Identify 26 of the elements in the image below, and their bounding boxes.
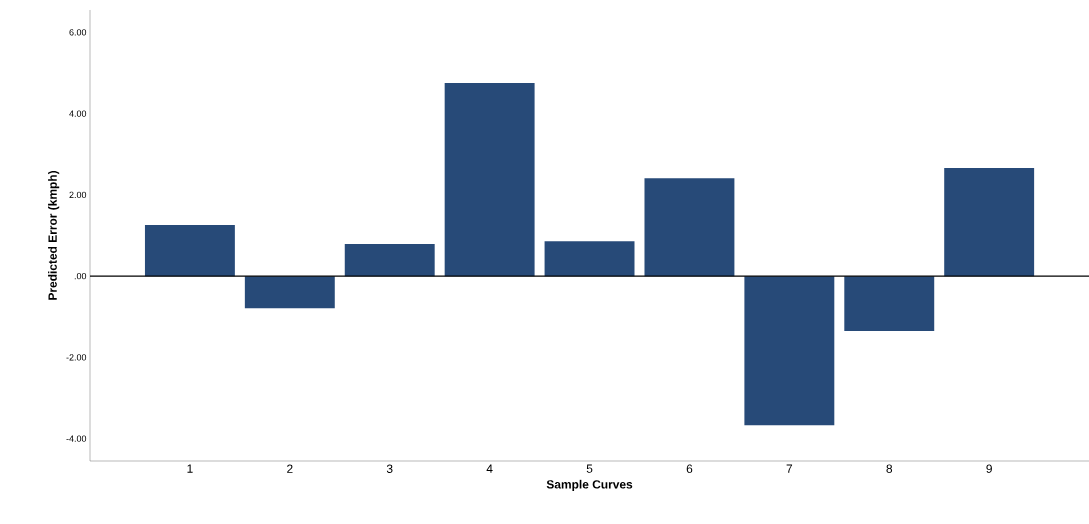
y-tick-label: 2.00 bbox=[69, 191, 87, 199]
x-tick-label: 1 bbox=[187, 464, 193, 473]
bar bbox=[144, 224, 235, 277]
y-tick-label: -4.00 bbox=[66, 435, 87, 442]
bar bbox=[344, 244, 435, 277]
y-axis-title: Predicted Error (kmph) bbox=[48, 170, 60, 300]
y-tick-label: .00 bbox=[74, 272, 87, 280]
bar bbox=[644, 178, 735, 277]
y-tick-label: 6.00 bbox=[69, 29, 87, 36]
bar bbox=[544, 241, 635, 277]
bar bbox=[844, 276, 935, 331]
x-tick-label: 6 bbox=[686, 464, 693, 473]
x-tick-label: 4 bbox=[486, 464, 493, 473]
x-tick-label: 7 bbox=[786, 464, 793, 473]
x-tick-label: 5 bbox=[586, 464, 593, 473]
bar bbox=[744, 276, 835, 426]
y-tick-label: -2.00 bbox=[66, 354, 87, 361]
bar bbox=[244, 276, 335, 309]
y-tick-label: 4.00 bbox=[69, 110, 87, 117]
bar bbox=[944, 168, 1035, 277]
x-tick-label: 9 bbox=[986, 464, 992, 473]
x-tick-label: 3 bbox=[386, 464, 393, 473]
x-tick-label: 2 bbox=[287, 464, 293, 473]
bar bbox=[444, 83, 535, 277]
x-axis-title: Sample Curves bbox=[546, 479, 633, 491]
x-tick-label: 8 bbox=[886, 464, 893, 473]
